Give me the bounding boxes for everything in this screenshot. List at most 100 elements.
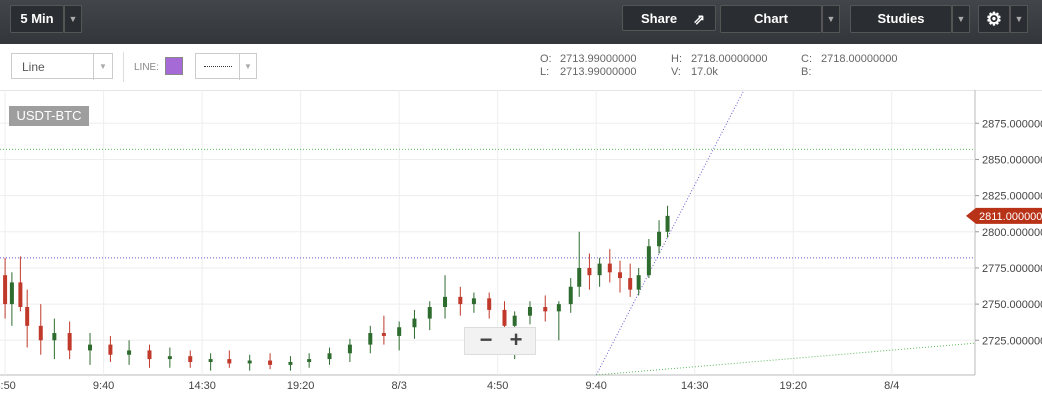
- chart-button[interactable]: Chart: [720, 5, 822, 33]
- candle-body: [247, 360, 252, 364]
- candle-body: [25, 307, 30, 326]
- candle-body: [227, 359, 232, 364]
- line-color-swatch[interactable]: [165, 57, 183, 75]
- candle-body: [443, 296, 448, 308]
- candle-body: [188, 356, 193, 362]
- candle-body: [471, 298, 476, 305]
- zoom-controls: − +: [464, 327, 536, 355]
- studies-dropdown[interactable]: ▼: [952, 5, 970, 33]
- candle-body: [67, 333, 72, 351]
- x-tick-label: 4:50: [0, 380, 16, 392]
- candle-body: [587, 267, 592, 276]
- candle-body: [412, 318, 417, 328]
- interval-dropdown[interactable]: ▼: [64, 5, 82, 33]
- bid-label: B:: [801, 66, 812, 78]
- last-price-tag: [966, 207, 1042, 224]
- candle-body: [381, 333, 386, 336]
- open-label: O:: [540, 53, 552, 65]
- high-value: 2718.00000000: [691, 53, 768, 65]
- candle-body: [327, 353, 332, 360]
- share-icon: ⇗: [693, 11, 705, 27]
- candle-body: [607, 263, 612, 273]
- candle-body: [88, 344, 93, 351]
- zoom-out[interactable]: −: [479, 327, 493, 352]
- y-tick-label: 2850.000000: [982, 154, 1042, 166]
- candle-body: [3, 275, 8, 305]
- candle-body: [347, 344, 352, 354]
- y-tick-label: 2725.000000: [982, 335, 1042, 347]
- symbol-label: USDT-BTC: [9, 106, 89, 126]
- candle-body: [9, 282, 14, 305]
- controls-bar: Line ▼ LINE: ▼ O: 2713.99000000 L: 2713.9…: [0, 44, 1042, 91]
- candle-body: [18, 282, 23, 308]
- candle-body: [397, 327, 402, 336]
- candle-body: [597, 263, 602, 276]
- candle-body: [512, 315, 517, 326]
- candle-body: [577, 267, 582, 287]
- low-label: L:: [540, 66, 550, 78]
- candle-body: [543, 307, 548, 312]
- chart: 2725.000000 2750.000000 2775.000000 2800.00…: [0, 90, 1042, 392]
- candle-body: [288, 361, 293, 365]
- candle-body: [307, 359, 312, 362]
- x-tick-label: 9:40: [93, 380, 114, 392]
- x-tick-label: 9:40: [585, 380, 606, 392]
- settings-button[interactable]: ⚙: [978, 5, 1010, 33]
- x-tick-label: 19:20: [287, 380, 315, 392]
- candle-body: [628, 278, 633, 290]
- candle-body: [368, 333, 373, 345]
- candle-body: [127, 350, 132, 355]
- y-tick-label: 2875.000000: [982, 118, 1042, 130]
- candle-body: [427, 307, 432, 319]
- candle-body: [556, 304, 561, 312]
- open-value: 2713.99000000: [560, 53, 637, 65]
- line-pattern-select[interactable]: ▼: [195, 53, 257, 80]
- candle-body: [617, 272, 622, 279]
- candle-body: [52, 333, 57, 341]
- candle-body: [665, 215, 670, 232]
- candle-body: [502, 309, 507, 326]
- high-label: H:: [671, 53, 682, 65]
- zoom-in[interactable]: +: [509, 327, 523, 352]
- candle-body: [458, 296, 463, 305]
- x-tick-label: 4:50: [487, 380, 508, 392]
- candle-body: [646, 246, 651, 276]
- y-tick-label: 2825.000000: [982, 191, 1042, 203]
- close-value: 2718.00000000: [821, 53, 898, 65]
- trend-line: [596, 342, 976, 376]
- candle-body: [167, 356, 172, 360]
- share-label: Share: [641, 11, 678, 26]
- candle-body: [568, 286, 573, 305]
- candle-body: [38, 325, 43, 341]
- candle-body: [527, 307, 532, 316]
- x-tick-label: 19:20: [779, 380, 807, 392]
- last-price-label: 2811.0000000: [979, 211, 1042, 223]
- x-tick-label: 8/3: [392, 380, 407, 392]
- x-tick-label: 14:30: [188, 380, 216, 392]
- chart-style-label: Line: [22, 60, 45, 74]
- chart-style-select[interactable]: Line ▼: [11, 53, 113, 80]
- volume-value: 17.0k: [691, 66, 718, 78]
- trend-line: [595, 90, 745, 376]
- x-tick-label: 8/4: [884, 380, 899, 392]
- toolbar: 5 Min ▼ Share ⇗ Chart ▼ Studies ▼ ⚙ ▼: [0, 0, 1042, 44]
- y-tick-label: 2800.000000: [982, 227, 1042, 239]
- candle-body: [268, 360, 273, 365]
- close-label: C:: [801, 53, 812, 65]
- volume-label: V:: [671, 66, 681, 78]
- interval-button[interactable]: 5 Min: [10, 5, 64, 33]
- studies-button[interactable]: Studies: [850, 5, 952, 33]
- y-tick-label: 2750.000000: [982, 299, 1042, 311]
- line-label: LINE:: [134, 62, 160, 73]
- y-tick-label: 2775.000000: [982, 263, 1042, 275]
- settings-dropdown[interactable]: ▼: [1010, 5, 1028, 33]
- low-value: 2713.99000000: [560, 66, 637, 78]
- share-button[interactable]: Share ⇗: [622, 5, 716, 31]
- candle-body: [487, 298, 492, 310]
- candle-body: [147, 350, 152, 360]
- candle-body: [108, 344, 113, 355]
- chart-dropdown[interactable]: ▼: [822, 5, 840, 33]
- candle-body: [657, 231, 662, 247]
- candle-body: [636, 275, 641, 290]
